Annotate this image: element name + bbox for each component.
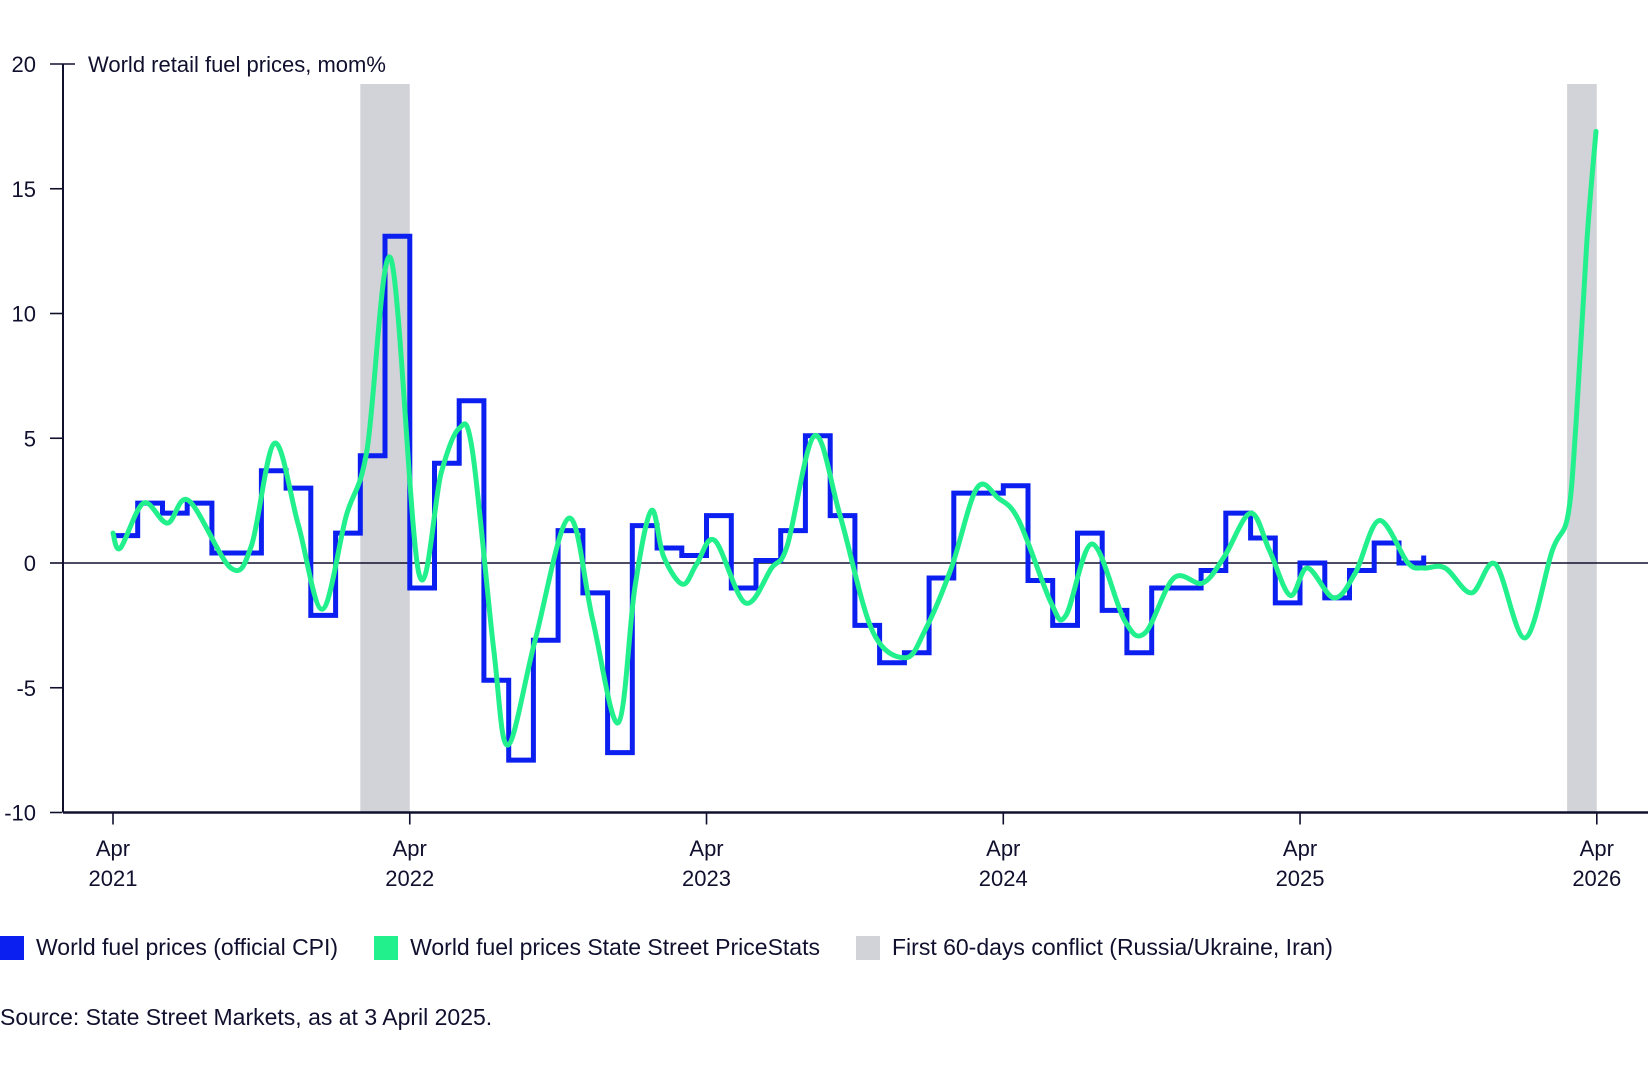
legend-swatch-pricestats xyxy=(374,935,399,960)
x-tick-label-year: 2022 xyxy=(385,866,434,891)
legend-label-pricestats: World fuel prices State Street PriceStat… xyxy=(410,934,820,960)
y-tick-label: 5 xyxy=(24,426,36,451)
x-tick-label-year: 2026 xyxy=(1572,866,1621,891)
x-tick-label-month: Apr xyxy=(393,836,427,861)
legend: World fuel prices (official CPI) World f… xyxy=(0,934,1369,961)
legend-item-conflict: First 60-days conflict (Russia/Ukraine, … xyxy=(856,934,1333,961)
x-tick-label-month: Apr xyxy=(986,836,1020,861)
y-tick-label: -10 xyxy=(4,801,36,826)
x-tick-label-month: Apr xyxy=(1283,836,1317,861)
x-tick-label-month: Apr xyxy=(689,836,723,861)
chart: 20 15 10 5 0 -5 -10 Apr 2021 Apr 2022 Apr 2023 Apr 202… xyxy=(4,52,1648,891)
chart-title: World retail fuel prices, mom% xyxy=(88,52,386,77)
series-layer xyxy=(110,128,1599,763)
legend-label-conflict: First 60-days conflict (Russia/Ukraine, … xyxy=(892,934,1333,960)
legend-item-cpi: World fuel prices (official CPI) xyxy=(0,934,338,961)
legend-label-cpi: World fuel prices (official CPI) xyxy=(36,934,339,960)
x-tick-label-year: 2024 xyxy=(979,866,1028,891)
x-tick-label-year: 2021 xyxy=(89,866,138,891)
y-tick-label: 20 xyxy=(12,52,36,77)
legend-item-pricestats: World fuel prices State Street PriceStat… xyxy=(374,934,820,961)
y-tick-label: 10 xyxy=(12,302,36,327)
x-tick-label-year: 2025 xyxy=(1276,866,1325,891)
x-tick-label-year: 2023 xyxy=(682,866,731,891)
legend-swatch-cpi xyxy=(0,935,24,960)
x-tick-label-month: Apr xyxy=(1580,836,1614,861)
x-tick-label-month: Apr xyxy=(96,836,130,861)
series-official-cpi-line xyxy=(113,233,1427,763)
y-tick-label: 15 xyxy=(12,177,36,202)
y-tick-label: -5 xyxy=(16,676,36,701)
y-tick-label: 0 xyxy=(24,551,36,576)
series-pricestats-line xyxy=(110,128,1599,748)
axes: 20 15 10 5 0 -5 -10 Apr 2021 Apr 2022 Apr 2023 Apr 202… xyxy=(4,52,1648,891)
source-note: Source: State Street Markets, as at 3 Ap… xyxy=(0,1004,493,1030)
conflict-shading-layer xyxy=(360,84,1597,813)
legend-swatch-conflict xyxy=(856,935,880,960)
